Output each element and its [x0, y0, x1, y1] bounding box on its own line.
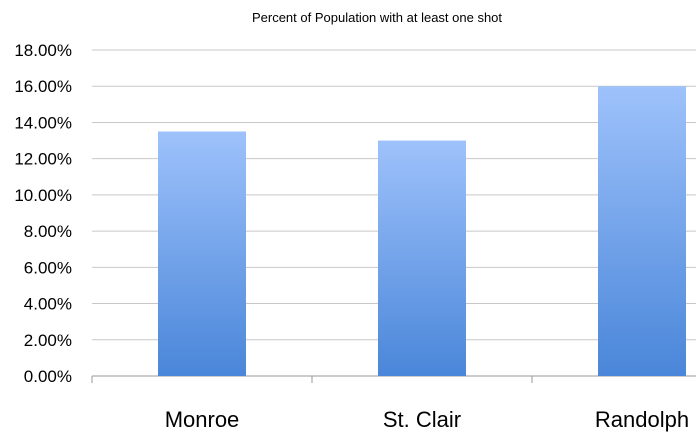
x-tick-label: St. Clair — [383, 407, 461, 432]
y-tick-label: 18.00% — [14, 41, 72, 60]
bars — [158, 86, 686, 376]
y-tick-label: 4.00% — [24, 295, 72, 314]
y-tick-label: 0.00% — [24, 367, 72, 386]
bar-randolph — [598, 86, 686, 376]
y-tick-label: 14.00% — [14, 113, 72, 132]
bar-st-clair — [378, 140, 466, 376]
x-tick-label: Monroe — [165, 407, 240, 432]
y-axis-ticks: 0.00% 2.00% 4.00% 6.00% 8.00% 10.00% 12.00% 14.… — [14, 41, 72, 386]
bar-monroe — [158, 131, 246, 376]
y-tick-label: 6.00% — [24, 258, 72, 277]
y-tick-label: 8.00% — [24, 222, 72, 241]
chart-title: Percent of Population with at least one … — [252, 10, 502, 25]
x-tick-label: Randolph — [595, 407, 689, 432]
y-tick-label: 16.00% — [14, 77, 72, 96]
y-tick-label: 2.00% — [24, 331, 72, 350]
y-tick-label: 10.00% — [14, 186, 72, 205]
x-axis-ticks: Monroe St. Clair Randolph — [165, 407, 689, 432]
y-tick-label: 12.00% — [14, 150, 72, 169]
